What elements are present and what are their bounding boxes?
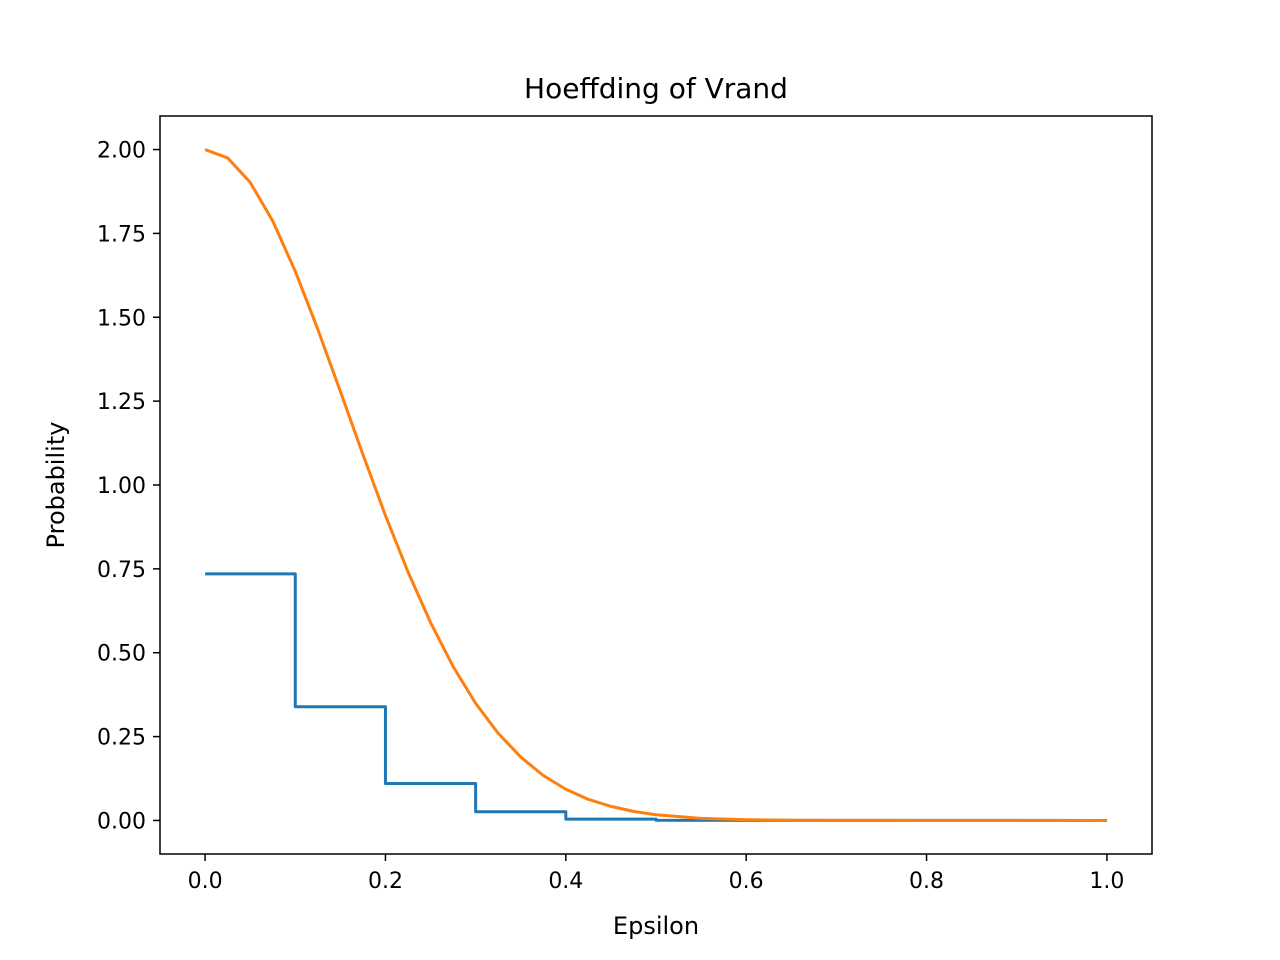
x-tick-label: 0.0 <box>188 869 223 894</box>
x-tick-label: 0.4 <box>548 869 583 894</box>
x-axis-label: Epsilon <box>613 912 699 940</box>
x-tick-label: 0.8 <box>909 869 944 894</box>
y-tick-label: 0.50 <box>97 642 146 667</box>
x-tick-label: 0.2 <box>368 869 403 894</box>
y-tick-label: 0.00 <box>97 809 146 834</box>
y-tick-label: 1.25 <box>97 390 146 415</box>
y-tick-label: 2.00 <box>97 139 146 164</box>
series-line-1 <box>205 572 1107 822</box>
y-tick-label: 0.75 <box>97 558 146 583</box>
y-axis-label: Probability <box>42 422 70 549</box>
y-tick-label: 0.25 <box>97 726 146 751</box>
chart-title: Hoeffding of Vrand <box>524 72 788 105</box>
series-layer <box>204 148 1107 822</box>
y-tick-label: 1.00 <box>97 474 146 499</box>
y-tick-label: 1.75 <box>97 222 146 247</box>
x-tick-label: 1.0 <box>1089 869 1124 894</box>
y-tick-label: 1.50 <box>97 306 146 331</box>
ticks-layer: 0.0 0.2 0.4 0.6 0.8 1.0 0.00 0.25 0.50 0.75 1.00 1.… <box>97 139 1124 894</box>
series-line-2 <box>204 148 1107 822</box>
x-tick-label: 0.6 <box>729 869 764 894</box>
axes-frame <box>159 115 1153 855</box>
